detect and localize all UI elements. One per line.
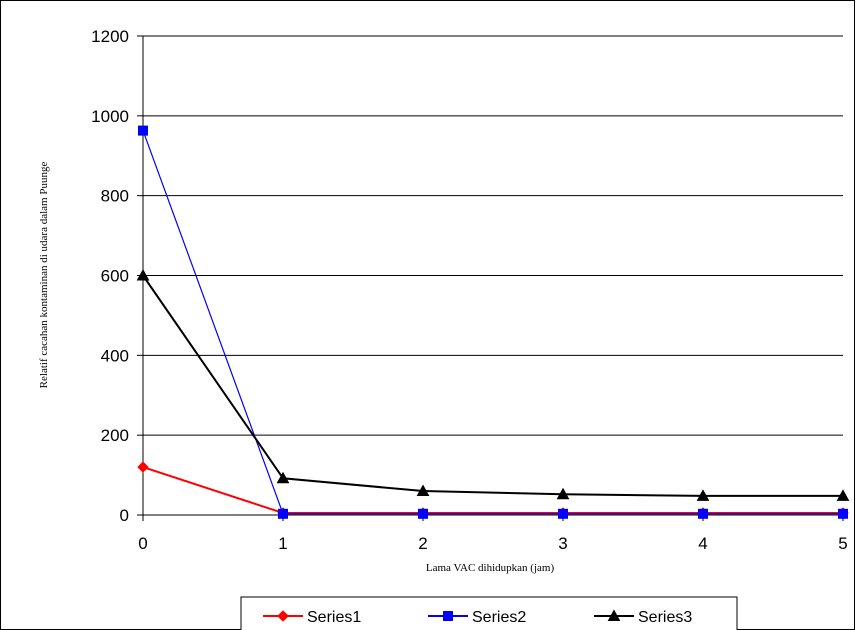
data-point-series3 — [696, 489, 710, 501]
x-tick-label: 1 — [278, 534, 287, 553]
legend-label-series2: Series2 — [472, 609, 526, 626]
series-markers — [136, 125, 850, 519]
series-line-series2 — [142, 130, 843, 515]
y-tick-label: 200 — [101, 426, 129, 445]
data-point-series3 — [276, 471, 290, 484]
y-tick-label: 800 — [101, 187, 129, 206]
data-point-series3 — [556, 487, 570, 500]
series-lines — [142, 130, 843, 515]
data-point-series2 — [558, 508, 568, 519]
data-point-series3 — [136, 268, 150, 281]
y-axis-title: Relatif cacahan kontaminan di udara dala… — [38, 162, 50, 389]
data-point-series2 — [418, 508, 428, 519]
legend-label-series1: Series1 — [307, 609, 361, 626]
legend: Series1 Series2 Series3 — [240, 596, 738, 630]
legend-label-series3: Series3 — [638, 609, 692, 626]
data-point-series3 — [416, 484, 430, 497]
x-tick-label: 0 — [138, 534, 147, 553]
data-point-series1 — [137, 461, 149, 473]
y-tick-label: 1000 — [91, 107, 129, 126]
data-point-series2 — [138, 125, 148, 136]
x-tick-label: 5 — [838, 534, 847, 553]
legend-marker-series3 — [607, 609, 621, 621]
legend-marker-series2 — [443, 611, 453, 621]
data-point-series2 — [698, 508, 708, 519]
x-tick-label: 4 — [698, 534, 707, 553]
y-tick-label: 600 — [101, 267, 129, 286]
legend-marker-series1 — [277, 610, 289, 622]
y-tick-label: 400 — [101, 346, 129, 365]
data-point-series3 — [836, 489, 850, 501]
y-tick-label: 1200 — [91, 27, 129, 46]
y-tick-labels: 0 200 400 600 800 1000 1200 — [91, 27, 129, 525]
x-tick-labels: 0 1 2 3 4 5 — [138, 534, 847, 553]
x-axis-title: Lama VAC dihidupkan (jam) — [426, 562, 555, 574]
gridlines — [143, 35, 843, 436]
x-tick-label: 3 — [558, 534, 567, 553]
axes — [137, 35, 844, 521]
data-point-series2 — [838, 508, 848, 519]
series-line-series1 — [142, 466, 843, 515]
series-line-series3 — [142, 274, 843, 497]
x-tick-label: 2 — [418, 534, 427, 553]
y-tick-label: 0 — [120, 506, 129, 525]
legend-box — [240, 596, 738, 630]
data-point-series2 — [278, 508, 288, 519]
